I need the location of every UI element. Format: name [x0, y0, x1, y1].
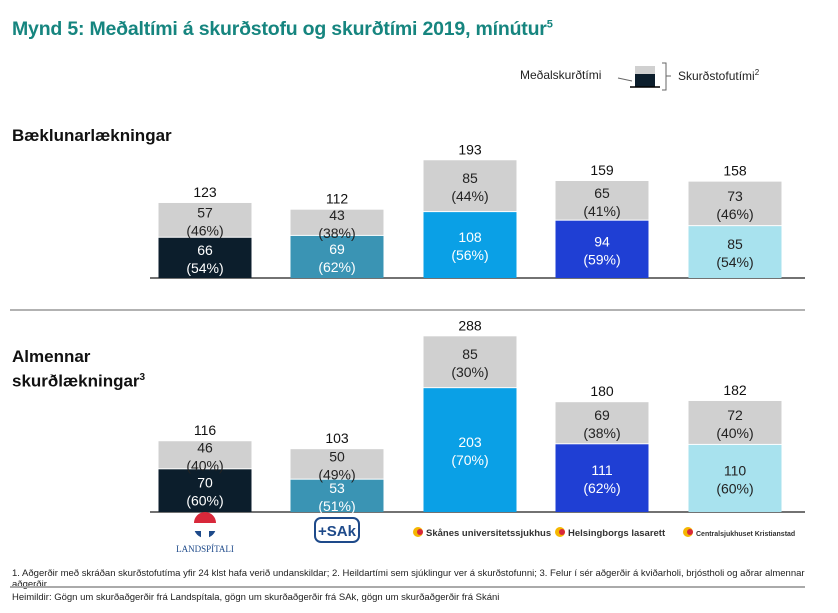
data-label-value: 65: [594, 185, 610, 201]
bar-surgery-time: [555, 444, 649, 512]
data-label-value: 46: [197, 439, 213, 455]
legend-room-time: Skurðstofutími2: [678, 68, 760, 83]
data-label-percent: (49%): [318, 466, 355, 482]
legend: Meðalskurðtími Skurðstofutími2: [520, 62, 780, 92]
bar-room-extra-time: [290, 209, 384, 235]
bar-surgery-time: [423, 388, 517, 512]
data-label-percent: (70%): [451, 452, 488, 468]
data-label-total: 123: [193, 184, 217, 200]
section-title-general-surgery: Almennar skurðlækningar3: [12, 347, 146, 391]
data-label-total: 116: [194, 422, 217, 438]
data-label-percent: (56%): [451, 247, 488, 263]
landspitali-logo-text: LANDSPÍTALI: [176, 544, 234, 554]
data-label-percent: (38%): [318, 225, 355, 241]
data-label-value: 72: [727, 407, 743, 423]
data-label-percent: (46%): [186, 222, 223, 238]
data-label-value: 108: [458, 229, 482, 245]
data-label-value: 69: [594, 407, 610, 423]
bar-surgery-time: [290, 479, 384, 512]
sak-logo-text: +SAk: [318, 523, 357, 540]
data-label-value: 70: [197, 475, 213, 491]
data-label-value: 111: [591, 462, 612, 478]
data-label-total: 112: [326, 191, 349, 207]
bar-surgery-time: [423, 212, 517, 278]
data-label-percent: (51%): [318, 498, 355, 514]
region-skane-logo-icon: [417, 529, 423, 535]
bar-surgery-time: [555, 220, 649, 278]
section-title-orthopedics: Bæklunarlækningar: [12, 126, 172, 145]
data-label-percent: (62%): [318, 259, 355, 275]
data-label-percent: (60%): [186, 493, 223, 509]
data-label-value: 50: [329, 448, 345, 464]
bar-room-extra-time: [158, 441, 252, 469]
data-label-percent: (44%): [451, 188, 488, 204]
hospital-logo-text: Skånes universitetssjukhus: [426, 528, 551, 539]
data-label-value: 110: [724, 462, 747, 478]
data-label-value: 69: [329, 241, 345, 257]
legend-surgery-time: Meðalskurðtími: [520, 68, 602, 82]
data-label-percent: (62%): [583, 480, 620, 496]
data-label-percent: (38%): [583, 425, 620, 441]
data-label-total: 288: [458, 317, 482, 333]
bar-surgery-time: [688, 226, 782, 278]
data-label-percent: (59%): [583, 251, 620, 267]
bar-room-extra-time: [555, 402, 649, 444]
data-label-total: 182: [723, 382, 747, 398]
legend-swatch: [617, 62, 671, 91]
data-label-percent: (40%): [186, 457, 223, 473]
region-skane-logo-icon: [559, 529, 565, 535]
bar-surgery-time: [158, 469, 252, 512]
data-label-percent: (60%): [716, 480, 753, 496]
bar-room-extra-time: [423, 336, 517, 388]
data-label-percent: (40%): [716, 425, 753, 441]
bar-room-extra-time: [688, 181, 782, 226]
data-label-value: 73: [727, 188, 743, 204]
bar-room-extra-time: [158, 202, 252, 237]
data-label-value: 94: [594, 233, 610, 249]
data-label-percent: (46%): [716, 206, 753, 222]
data-label-total: 180: [590, 383, 614, 399]
data-label-total: 193: [458, 141, 482, 157]
landspitali-logo-icon: [194, 512, 216, 523]
data-label-percent: (41%): [583, 203, 620, 219]
region-skane-logo-icon: [687, 529, 693, 535]
data-label-value: 85: [727, 236, 743, 252]
data-label-value: 57: [197, 204, 213, 220]
data-label-value: 85: [462, 170, 478, 186]
source-note: Heimildir: Gögn um skurðaðgerðir frá Lan…: [12, 592, 500, 603]
data-label-value: 66: [197, 242, 213, 258]
landspitali-logo-icon: [194, 523, 216, 531]
hospital-logo-text: Centralsjukhuset Kristianstad: [696, 531, 795, 538]
bar-room-extra-time: [290, 449, 384, 479]
data-label-total: 158: [723, 163, 747, 179]
bar-surgery-time: [290, 235, 384, 278]
bar-room-extra-time: [423, 160, 517, 212]
divider: [10, 586, 805, 588]
sak-logo-icon: [314, 517, 360, 543]
figure-title: Mynd 5: Meðaltími á skurðstofu og skurðt…: [12, 18, 553, 40]
bar-surgery-time: [688, 444, 782, 512]
data-label-percent: (54%): [716, 254, 753, 270]
data-label-total: 159: [590, 162, 614, 178]
data-label-total: 103: [325, 430, 349, 446]
bar-room-extra-time: [688, 400, 782, 444]
data-label-value: 43: [329, 207, 345, 223]
data-label-value: 203: [458, 434, 482, 450]
hospital-logo-text: Helsingborgs lasarett: [568, 528, 666, 539]
footnote: 1. Aðgerðir með skráðan skurðstofutíma y…: [12, 568, 805, 590]
data-label-percent: (54%): [186, 260, 223, 276]
bar-room-extra-time: [555, 181, 649, 220]
data-label-value: 85: [462, 346, 478, 362]
bar-surgery-time: [158, 237, 252, 278]
data-label-percent: (30%): [451, 364, 488, 380]
data-label-value: 53: [329, 480, 345, 496]
